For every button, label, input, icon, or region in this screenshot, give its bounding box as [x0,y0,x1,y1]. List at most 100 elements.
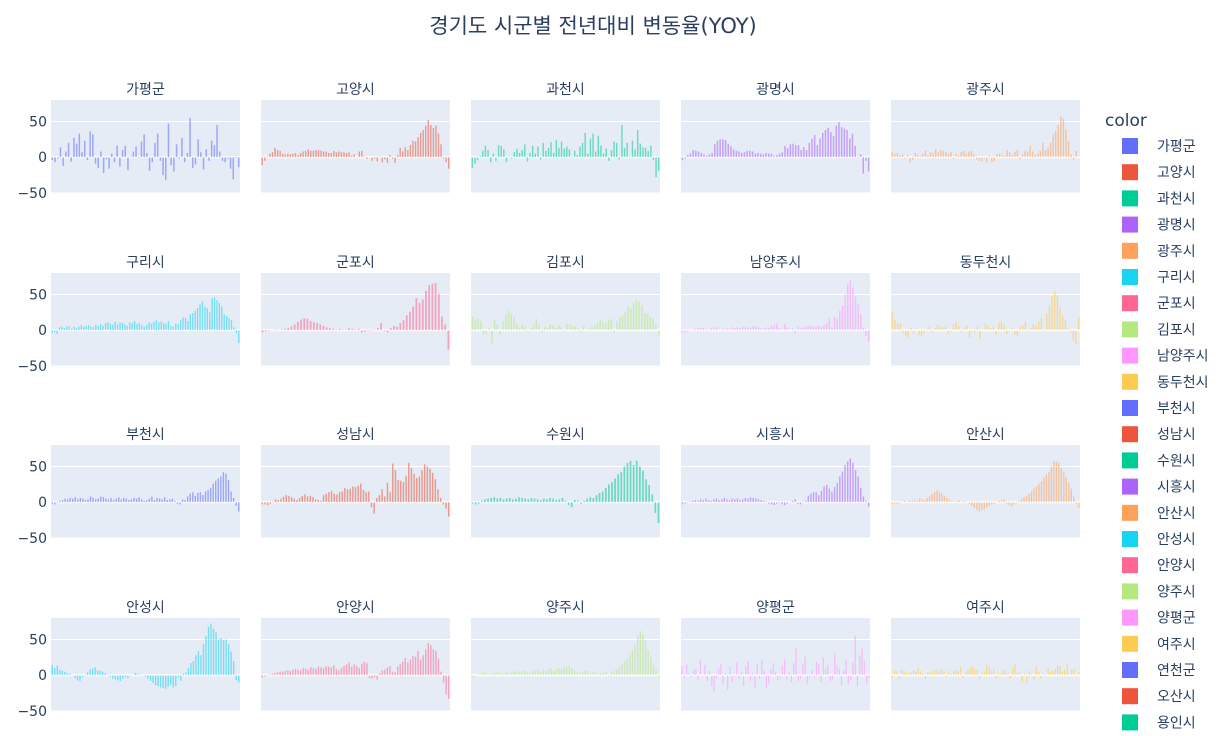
bar [84,140,86,158]
bar [371,157,373,161]
bar [743,152,746,158]
bar [158,498,161,503]
plot-area [261,273,450,366]
bar [1009,152,1011,158]
bar [692,670,695,676]
bar [430,645,432,676]
legend-item[interactable]: 용인시 [1122,714,1196,731]
bar [838,122,840,158]
legend-item[interactable]: 김포시 [1122,321,1196,338]
bar [991,157,993,163]
bar [752,673,754,676]
bar [713,327,715,331]
legend-item[interactable]: 양평군 [1122,609,1196,627]
bar [587,153,589,158]
legend-item[interactable]: 양주시 [1122,583,1196,600]
legend-item[interactable]: 광주시 [1122,242,1196,260]
bar [138,497,140,503]
legend-item[interactable]: 군포시 [1122,295,1196,312]
bar [605,148,607,158]
bar [440,671,442,676]
legend-item[interactable]: 과천시 [1122,190,1196,207]
legend-item[interactable]: 구리시 [1122,269,1196,286]
bar [1038,671,1040,676]
legend-item[interactable]: 가평군 [1122,138,1196,155]
bar [546,328,549,331]
bar [903,670,905,676]
legend-item[interactable]: 오산시 [1122,688,1196,705]
bar [705,328,707,331]
facet-동두천시: 동두천시 [891,255,1080,367]
bar [202,495,204,503]
bar [1078,502,1080,508]
bar [687,155,689,158]
bar [549,324,551,331]
bar [264,502,266,505]
bar [1033,675,1035,680]
bar [1020,499,1023,503]
legend-item[interactable]: 동두천시 [1122,373,1209,391]
legend-item[interactable]: 수원시 [1122,452,1196,469]
bar [1022,325,1024,331]
bar [747,498,749,503]
bar [686,330,689,332]
bar [1075,675,1078,677]
legend-item[interactable]: 안성시 [1122,531,1196,548]
bar [813,135,816,158]
bar [97,498,99,503]
bar [1077,317,1080,331]
bar [112,500,115,503]
bar [69,497,71,503]
bar [434,283,437,331]
bar [221,306,223,331]
bar [272,501,274,503]
bar [536,499,539,503]
legend-item[interactable]: 남양주시 [1122,347,1209,365]
bar [378,495,381,503]
bar [1014,151,1016,158]
legend-item[interactable]: 광명시 [1122,216,1196,234]
bar [296,321,299,331]
bar [941,668,943,676]
bar [808,142,810,158]
bar [799,328,802,331]
bar [905,671,908,676]
bar [926,672,929,676]
bar [735,150,738,158]
bar [115,498,117,503]
facet-title: 동두천시 [960,255,1012,271]
bar [804,326,807,331]
legend-item[interactable]: 연천군 [1122,662,1196,679]
bar [157,675,159,686]
bar [857,304,859,331]
legend-item[interactable]: 부천시 [1122,400,1196,417]
legend-item[interactable]: 안양시 [1122,557,1196,574]
bar [306,318,309,331]
bar [445,502,447,509]
bar [914,152,916,158]
bar [1023,497,1025,503]
bar [983,502,985,510]
legend-item[interactable]: 시흥시 [1122,478,1196,496]
bar [63,328,65,331]
facet-title: 양주시 [546,600,585,616]
legend-item[interactable]: 여주시 [1122,635,1196,653]
bar [431,472,434,503]
bar [396,326,399,331]
bar [1047,147,1049,158]
bar [137,673,139,676]
bar [812,492,815,503]
bar [792,143,794,158]
bar [904,157,906,159]
legend-item[interactable]: 안산시 [1122,504,1196,522]
bar [654,502,657,513]
bar [1049,142,1052,158]
legend-item[interactable]: 성남시 [1122,426,1196,443]
bar [169,499,171,503]
bar [70,328,73,331]
bar [338,492,341,503]
bar [114,675,116,680]
legend-item[interactable]: 고양시 [1122,164,1196,181]
bar [974,330,976,333]
